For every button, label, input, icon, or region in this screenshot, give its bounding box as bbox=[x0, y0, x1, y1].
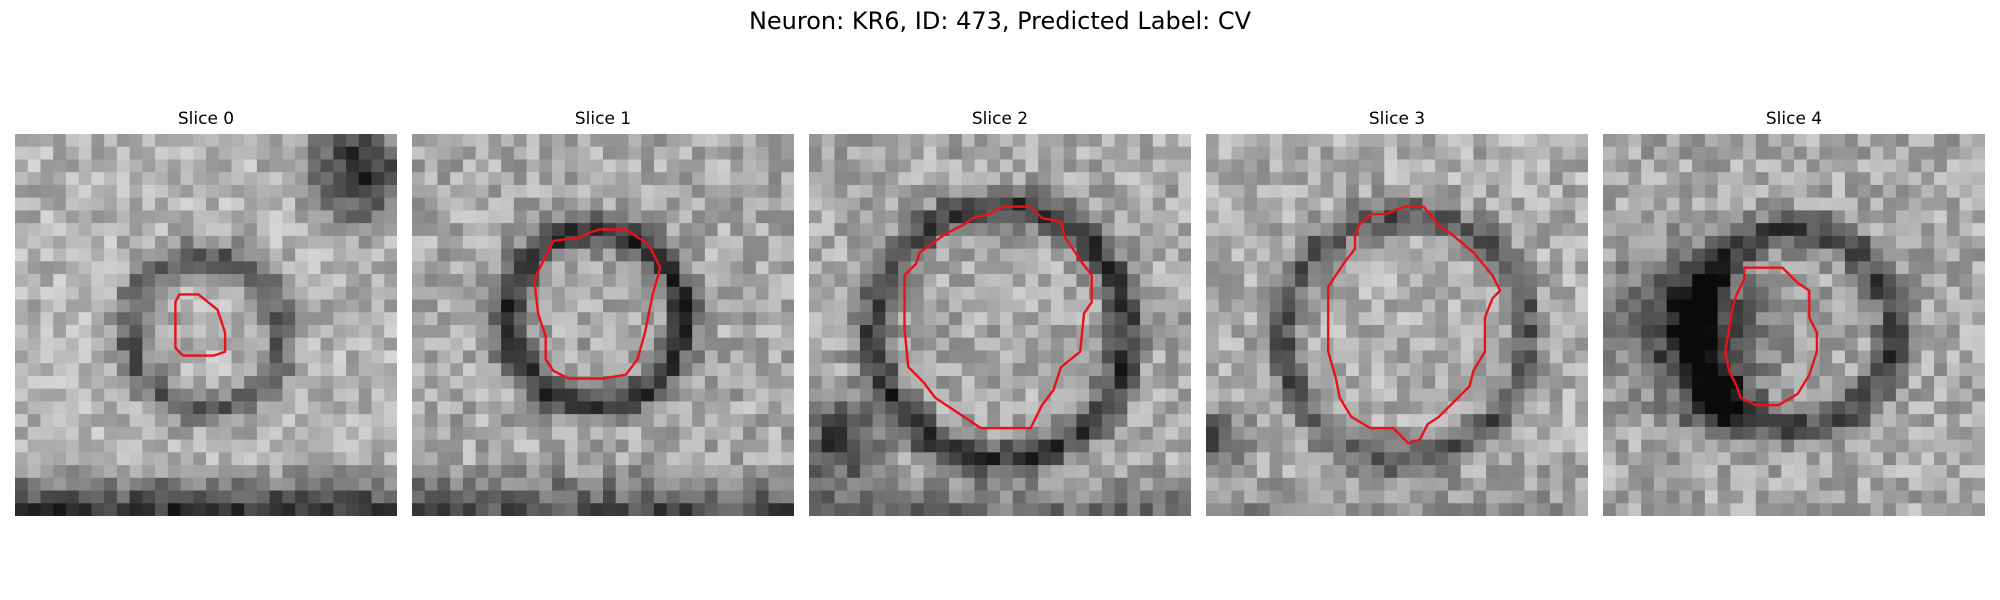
em-slice-1-image bbox=[412, 134, 794, 516]
em-slice-3-image bbox=[1206, 134, 1588, 516]
em-slice-0-image bbox=[15, 134, 397, 516]
slice-4-segmentation-contour bbox=[1723, 266, 1819, 407]
em-slice-4-image bbox=[1603, 134, 1985, 516]
slice-title: Slice 3 bbox=[1368, 109, 1426, 129]
em-slice-2-image bbox=[809, 134, 1191, 516]
slice-title: Slice 1 bbox=[574, 109, 632, 129]
slice-1-segmentation-contour bbox=[532, 228, 662, 380]
slice-3-segmentation-contour bbox=[1326, 205, 1502, 445]
slice-2-segmentation-contour bbox=[903, 205, 1093, 430]
figure-title: Neuron: KR6, ID: 473, Predicted Label: C… bbox=[748, 7, 1252, 35]
slice-title: Slice 2 bbox=[971, 109, 1029, 129]
slice-title: Slice 4 bbox=[1765, 109, 1823, 129]
slice-title: Slice 0 bbox=[177, 109, 235, 129]
slice-0-segmentation-contour bbox=[174, 293, 227, 357]
